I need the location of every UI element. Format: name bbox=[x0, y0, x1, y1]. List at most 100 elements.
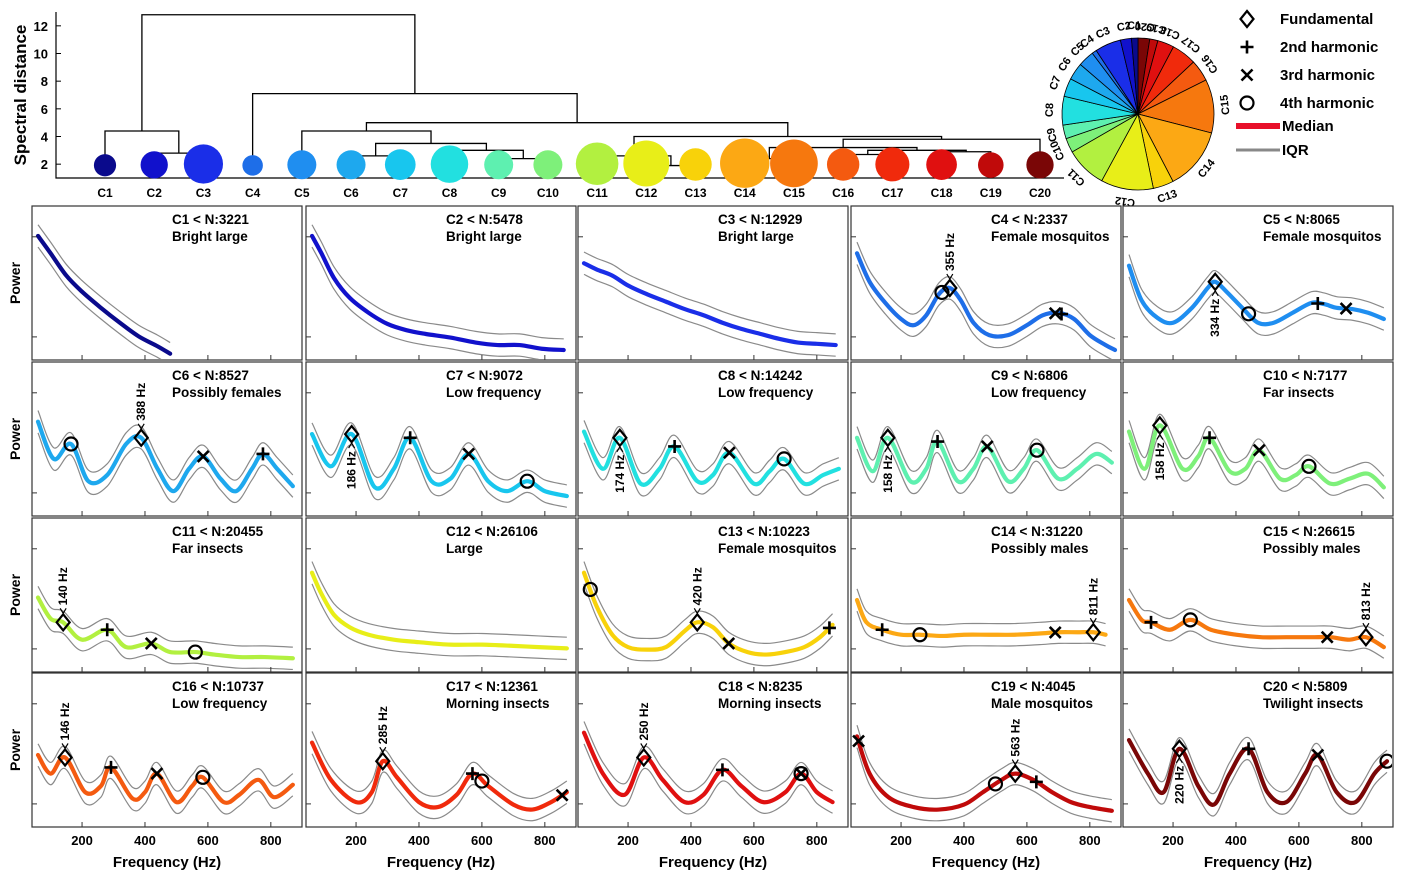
harmonic-plus-marker bbox=[822, 621, 836, 635]
harmonic-plus-marker bbox=[1029, 775, 1043, 789]
x-tick-label: 800 bbox=[806, 833, 828, 848]
median-line bbox=[581, 261, 838, 348]
dendrogram-link bbox=[768, 146, 918, 159]
panel-frame bbox=[1122, 517, 1394, 673]
x-tick-label: 800 bbox=[1079, 833, 1101, 848]
harmonic-cross-marker bbox=[722, 636, 736, 650]
harmonic-cross-marker bbox=[852, 734, 865, 748]
harmonic-cross-marker bbox=[794, 767, 808, 781]
pie-label-C20: C20 bbox=[1134, 20, 1155, 34]
annot-arrow bbox=[1211, 289, 1219, 297]
harmonic-circle-marker bbox=[582, 581, 598, 598]
iqr-lower-line bbox=[1128, 750, 1388, 817]
legend-circle-icon bbox=[1239, 95, 1255, 111]
panel-C6: C6 < N:8527 Possibly females 388 Hz Power bbox=[7, 361, 303, 517]
harmonic-plus-marker bbox=[1144, 615, 1158, 629]
panel-C17: C17 < N:12361 Morning insects 285 Hz 200 400… bbox=[305, 672, 577, 871]
harmonic-plus-marker bbox=[931, 435, 945, 449]
annot-arrow bbox=[137, 423, 145, 430]
annot-arrow bbox=[946, 273, 954, 281]
x-tick-label: 400 bbox=[1225, 833, 1247, 848]
panel-title: C10 < N:7177 bbox=[1263, 368, 1347, 383]
iqr-lower-line bbox=[311, 246, 540, 359]
harmonic-diamond-marker bbox=[1358, 627, 1374, 647]
panel-title: C20 < N:5809 bbox=[1263, 679, 1347, 694]
annot-arrow bbox=[1011, 759, 1019, 766]
panel-C15: C15 < N:26615 Possibly males 813 Hz bbox=[1122, 517, 1394, 673]
panel-C20: C20 < N:5809 Twilight insects 220 Hz 200 400… bbox=[1122, 672, 1394, 871]
leaf-label-C20: C20 bbox=[1029, 186, 1051, 200]
pie-slice-C14 bbox=[1137, 113, 1213, 182]
harmonic-plus-marker bbox=[100, 623, 114, 637]
pie-label-C3: C3 bbox=[1094, 25, 1112, 42]
x-tick-label: 800 bbox=[1351, 833, 1373, 848]
y-tick-label: 4 bbox=[41, 130, 49, 145]
pie-label-C7: C7 bbox=[1047, 74, 1063, 91]
fundamental-annotation: 220 Hz bbox=[1172, 766, 1186, 804]
panel-plot-area bbox=[581, 251, 838, 357]
dendrogram-chart: 2 4 6 8 10 12 Spectral distance C1 C2 C3 C4 C5 C6 C7 C… bbox=[11, 12, 1064, 200]
panel-plot-area bbox=[35, 224, 173, 359]
harmonic-circle-marker bbox=[1379, 753, 1392, 769]
panel-C19: C19 < N:4045 Male mosquitos 563 Hz 200 400 60… bbox=[850, 672, 1122, 871]
iqr-upper-line bbox=[583, 721, 833, 793]
legend: Fundamental 2nd harmonic 3rd harmonic 4th h… bbox=[1236, 9, 1378, 159]
x-tick-label: 800 bbox=[260, 833, 282, 848]
annot-arrow bbox=[884, 445, 892, 453]
iqr-upper-line bbox=[856, 588, 1106, 626]
x-tick-label: 600 bbox=[471, 833, 493, 848]
leaf-label-C7: C7 bbox=[393, 186, 409, 200]
panel-description: Far insects bbox=[172, 541, 243, 556]
median-line bbox=[35, 419, 295, 494]
harmonic-circle-marker bbox=[474, 773, 490, 789]
panel-frame bbox=[31, 672, 303, 828]
panel-title: C17 < N:12361 bbox=[446, 679, 538, 694]
harmonic-circle-marker bbox=[793, 765, 809, 782]
iqr-upper-line bbox=[37, 410, 294, 481]
panel-title: C1 < N:3221 bbox=[172, 212, 249, 227]
harmonic-diamond-marker bbox=[941, 278, 958, 298]
harmonic-cross-marker bbox=[1048, 306, 1062, 320]
panel-title: C13 < N:10223 bbox=[718, 524, 810, 539]
panel-frame bbox=[31, 361, 303, 517]
y-tick-label: 8 bbox=[41, 74, 48, 89]
x-tick-label: 400 bbox=[408, 833, 430, 848]
y-tick-label: 12 bbox=[34, 19, 48, 34]
harmonic-cross-marker bbox=[1339, 302, 1353, 316]
panel-plot-area bbox=[35, 586, 295, 671]
harmonic-circle-marker bbox=[1182, 612, 1198, 628]
pie-label-C6: C6 bbox=[1056, 55, 1074, 73]
leaf-label-C15: C15 bbox=[783, 186, 805, 200]
panel-title: C19 < N:4045 bbox=[991, 679, 1076, 694]
leaf-bubble-C10 bbox=[533, 150, 563, 180]
panel-x-label: Frequency (Hz) bbox=[387, 854, 495, 871]
panel-plot-area bbox=[1126, 588, 1386, 659]
iqr-upper-line bbox=[37, 743, 294, 793]
leaf-bubble-C8 bbox=[430, 145, 469, 183]
y-tick-label: 6 bbox=[41, 102, 48, 117]
panel-description: Male mosquitos bbox=[991, 696, 1093, 711]
annot-arrow bbox=[61, 743, 69, 750]
dendrogram-link bbox=[375, 142, 488, 156]
leaf-bubble-C6 bbox=[336, 150, 366, 180]
leaf-label-C14: C14 bbox=[734, 186, 756, 200]
median-line bbox=[1126, 738, 1390, 807]
fundamental-annotation: 158 Hz bbox=[1153, 442, 1167, 480]
panel-C7: C7 < N:9072 Low frequency 186 Hz bbox=[305, 361, 577, 517]
annot-arrow bbox=[616, 445, 624, 453]
x-tick-label: 600 bbox=[1288, 833, 1310, 848]
iqr-upper-line bbox=[37, 586, 293, 648]
annot-arrow bbox=[640, 743, 648, 750]
fundamental-annotation: 420 Hz bbox=[690, 567, 704, 605]
iqr-lower-line bbox=[37, 608, 293, 671]
leaf-label-C19: C19 bbox=[980, 186, 1002, 200]
harmonic-circle-marker bbox=[987, 776, 1004, 792]
median-line bbox=[581, 570, 835, 657]
harmonic-diamond-marker bbox=[635, 747, 652, 768]
x-tick-label: 200 bbox=[617, 833, 639, 848]
fundamental-annotation: 563 Hz bbox=[1008, 719, 1022, 757]
annot-arrow bbox=[59, 608, 67, 615]
leaf-label-C4: C4 bbox=[245, 186, 261, 200]
harmonic-circle-marker bbox=[187, 644, 203, 660]
iqr-lower-line bbox=[1128, 435, 1385, 500]
